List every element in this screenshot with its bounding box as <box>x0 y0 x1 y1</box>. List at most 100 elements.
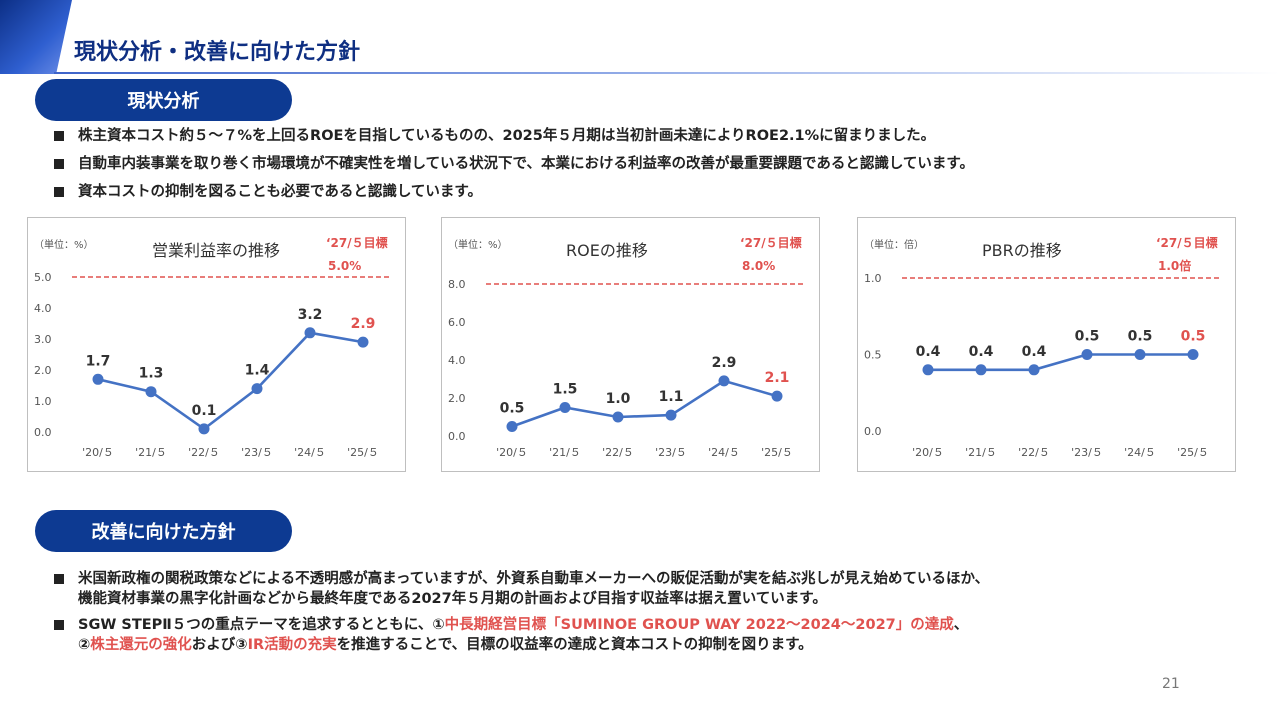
y-tick-label: 2.0 <box>448 392 466 405</box>
pbr-chart: （単位：倍） PBRの推移 ‘27/５目標 1.0倍 0.0 0.5 1.0 0.4 '20/５… <box>857 217 1236 472</box>
bullet-text-line: 機能資材事業の黒字化計画などから最終年度である2027年５月期の計画および目指す… <box>78 591 827 607</box>
x-tick-label: '23/５ <box>241 446 273 459</box>
highlight-shareholder-return: 株主還元の強化 <box>90 637 192 653</box>
target-label: ‘27/５目標 <box>326 235 388 250</box>
bullet-text: 自動車内装事業を取り巻く市場環境が不確実性を増している状況下で、本業における利益… <box>78 156 974 172</box>
roe-chart: （単位：%） ROEの推移 ‘27/５目標 8.0% 0.0 2.0 4.0 6.0 8.0 0.… <box>441 217 820 472</box>
data-label: 3.2 <box>298 307 323 323</box>
bullet-text-line: SGW STEPⅡ５つの重点テーマを追求するとともに、①中長期経営目標「SUMI… <box>78 615 989 635</box>
x-tick-label: '22/５ <box>602 446 634 459</box>
bullet-text: 資本コストの抑制を図ることも必要であると認識しています。 <box>78 184 482 200</box>
text-segment: および③ <box>191 637 248 653</box>
data-point <box>612 411 624 423</box>
y-tick-label: 1.0 <box>864 272 882 285</box>
x-tick-label: '23/５ <box>1071 446 1103 459</box>
x-tick-label: '21/５ <box>549 446 581 459</box>
target-label: ‘27/５目標 <box>1156 235 1218 250</box>
y-tick-label: 0.0 <box>34 426 52 439</box>
data-label: 1.3 <box>139 366 164 382</box>
analysis-bullet: 株主資本コスト約５～７%を上回るROEを目指しているものの、2025年５月期は当… <box>52 126 974 146</box>
x-tick-label: '23/５ <box>655 446 687 459</box>
analysis-bullet: 資本コストの抑制を図ることも必要であると認識しています。 <box>52 182 974 202</box>
x-tick-label: '20/５ <box>912 446 944 459</box>
chart-title: ROEの推移 <box>566 241 648 260</box>
analysis-bullet: 自動車内装事業を取り巻く市場環境が不確実性を増している状況下で、本業における利益… <box>52 154 974 174</box>
y-tick-label: 4.0 <box>448 354 466 367</box>
target-label: ‘27/５目標 <box>740 235 802 250</box>
text-segment: 、 <box>953 617 969 633</box>
y-tick-label: 8.0 <box>448 278 466 291</box>
data-label: 1.0 <box>606 391 631 407</box>
chart-svg: （単位：%） 営業利益率の推移 ‘27/５目標 5.0% 0.0 1.0 2.0 3.0 4.0… <box>34 235 390 459</box>
x-tick-label: '21/５ <box>965 446 997 459</box>
page-number: 21 <box>1162 676 1180 692</box>
policy-bullet: 米国新政権の関税政策などによる不透明感が高まっていますが、外資系自動車メーカーへ… <box>52 569 989 609</box>
operating-margin-chart: （単位：%） 営業利益率の推移 ‘27/５目標 5.0% 0.0 1.0 2.0 3.0 4.0… <box>27 217 406 472</box>
square-bullet-icon <box>54 574 64 584</box>
chart-title: PBRの推移 <box>982 241 1062 260</box>
bullet-text-line: 米国新政権の関税政策などによる不透明感が高まっていますが、外資系自動車メーカーへ… <box>78 571 990 587</box>
data-label: 0.4 <box>1022 344 1047 360</box>
x-tick-label: '21/５ <box>135 446 167 459</box>
data-label: 0.5 <box>1181 329 1206 345</box>
data-point <box>975 364 987 376</box>
data-label: 1.4 <box>245 363 270 379</box>
target-value-label: 8.0% <box>742 259 775 273</box>
data-label: 1.5 <box>553 382 578 398</box>
data-point <box>559 402 571 413</box>
y-tick-label: 4.0 <box>34 302 52 315</box>
policy-bullet-list: 米国新政権の関税政策などによる不透明感が高まっていますが、外資系自動車メーカーへ… <box>52 569 989 661</box>
data-label: 2.9 <box>712 355 737 371</box>
chart-svg: （単位：倍） PBRの推移 ‘27/５目標 1.0倍 0.0 0.5 1.0 0.4 '20/５… <box>864 235 1220 459</box>
analysis-bullet-list: 株主資本コスト約５～７%を上回るROEを目指しているものの、2025年５月期は当… <box>52 126 974 210</box>
highlight-ir-activity: IR活動の充実 <box>247 637 337 653</box>
y-tick-label: 3.0 <box>34 333 52 346</box>
title-underline <box>54 72 1280 74</box>
data-label: 2.1 <box>765 370 790 386</box>
data-label: 0.1 <box>192 403 217 419</box>
bullet-text: 株主資本コスト約５～７%を上回るROEを目指しているものの、2025年５月期は当… <box>78 128 936 144</box>
chart-svg: （単位：%） ROEの推移 ‘27/５目標 8.0% 0.0 2.0 4.0 6.0 8.0 0.… <box>448 235 804 459</box>
text-segment: SGW STEPⅡ５つの重点テーマを追求するとともに、① <box>78 617 445 633</box>
target-value-label: 1.0倍 <box>1158 258 1191 273</box>
data-point <box>718 375 730 387</box>
square-bullet-icon <box>54 620 64 630</box>
x-tick-label: '24/５ <box>294 446 326 459</box>
x-tick-label: '25/５ <box>347 446 379 459</box>
square-bullet-icon <box>54 187 64 197</box>
y-tick-label: 0.0 <box>448 430 466 443</box>
series-line <box>97 331 364 431</box>
x-tick-label: '22/５ <box>1018 446 1050 459</box>
data-point <box>1028 364 1040 376</box>
data-point <box>145 386 157 398</box>
square-bullet-icon <box>54 131 64 141</box>
text-segment: を推進することで、目標の収益率の達成と資本コストの抑制を図ります。 <box>336 637 813 653</box>
x-tick-label: '24/５ <box>1124 446 1156 459</box>
data-label: 0.5 <box>1128 329 1153 345</box>
y-tick-label: 5.0 <box>34 271 52 284</box>
data-label: 0.5 <box>500 401 525 417</box>
target-value-label: 5.0% <box>328 259 361 273</box>
data-point <box>1134 349 1146 360</box>
data-label: 2.9 <box>351 316 376 332</box>
series-line <box>511 379 778 428</box>
y-tick-label: 0.0 <box>864 425 882 438</box>
data-point <box>251 383 263 395</box>
section-label-current-analysis: 現状分析 <box>35 79 292 121</box>
unit-label: （単位：倍） <box>864 238 924 251</box>
data-label: 0.4 <box>969 344 994 360</box>
bullet-text-line: ②株主還元の強化および③IR活動の充実を推進することで、目標の収益率の達成と資本… <box>78 635 989 655</box>
x-tick-label: '25/５ <box>1177 446 1209 459</box>
x-tick-label: '25/５ <box>761 446 793 459</box>
data-point <box>665 409 677 421</box>
chart-title: 営業利益率の推移 <box>152 241 280 260</box>
data-point <box>506 421 518 432</box>
section-label-improvement-policy: 改善に向けた方針 <box>35 510 292 552</box>
data-point <box>304 327 316 339</box>
data-point <box>357 336 369 348</box>
unit-label: （単位：%） <box>448 238 508 251</box>
y-tick-label: 2.0 <box>34 364 52 377</box>
policy-bullet: SGW STEPⅡ５つの重点テーマを追求するとともに、①中長期経営目標「SUMI… <box>52 615 989 655</box>
x-tick-label: '24/５ <box>708 446 740 459</box>
x-tick-label: '20/５ <box>496 446 528 459</box>
